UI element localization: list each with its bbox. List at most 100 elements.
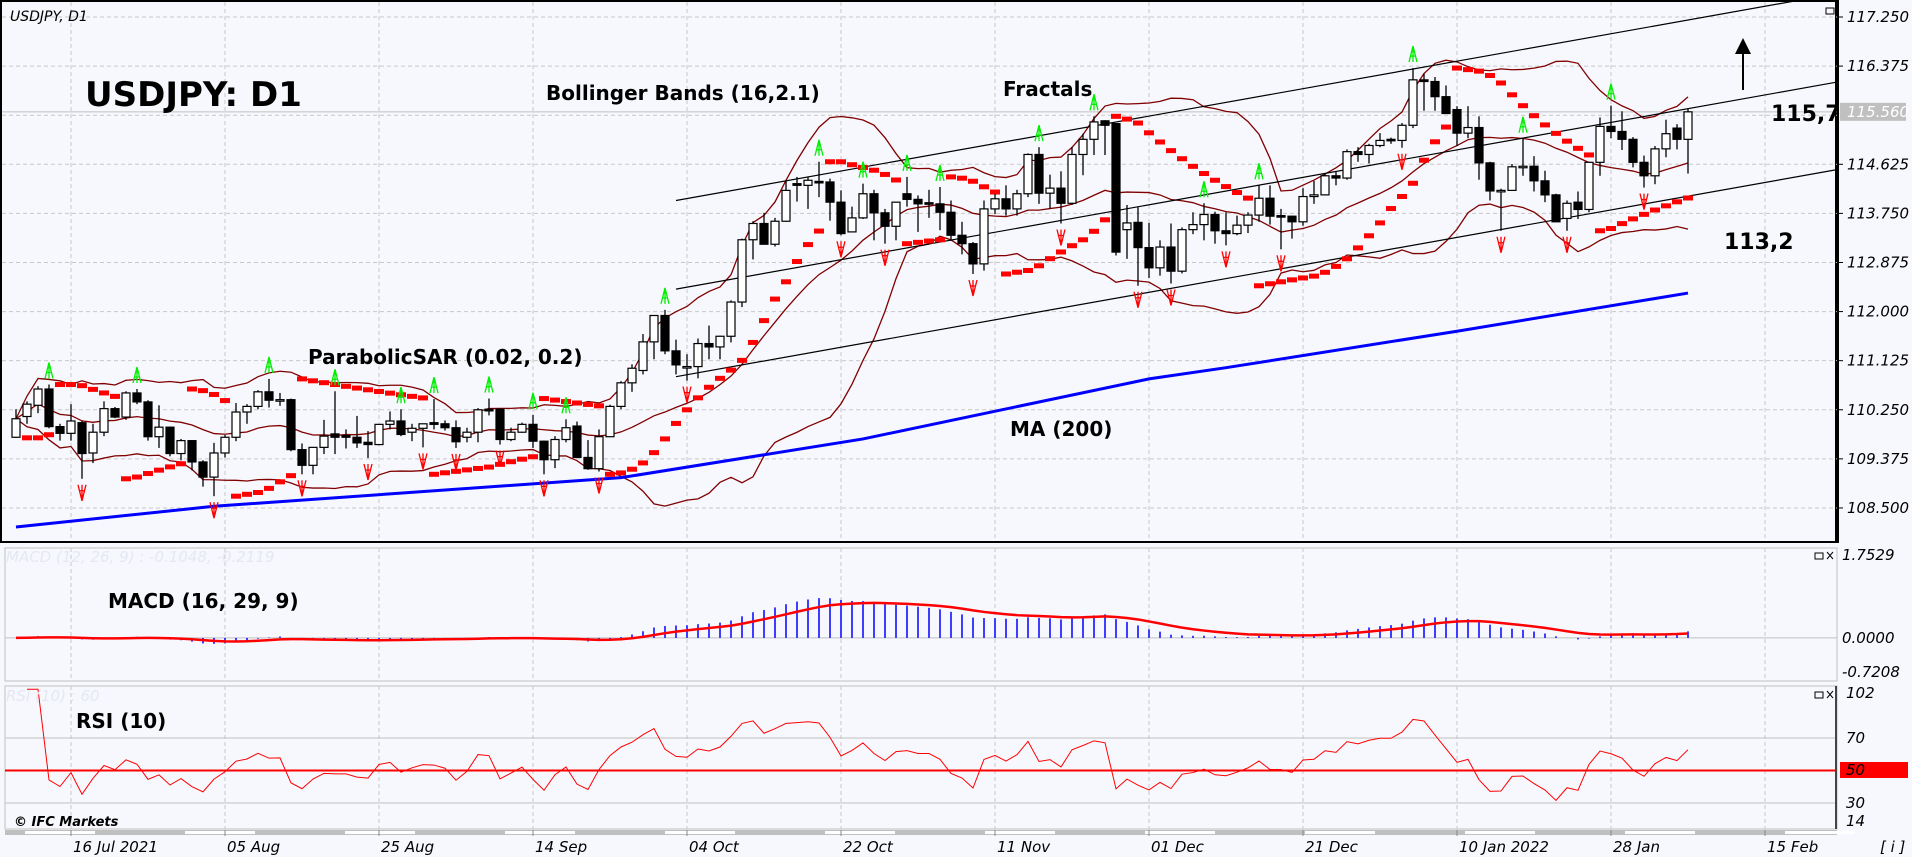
close-icon[interactable] xyxy=(1826,551,1834,560)
sar-dot xyxy=(1551,130,1561,136)
macd-panel[interactable] xyxy=(5,598,1837,644)
candle-down xyxy=(869,193,879,214)
rsi-tick-label: 14 xyxy=(1846,812,1865,830)
sar-dot xyxy=(1320,269,1330,275)
macd-tick-label: 0.0000 xyxy=(1842,629,1895,647)
rsi-window-controls[interactable] xyxy=(1814,690,1834,699)
date-tick-label: 05 Aug xyxy=(227,838,280,856)
candle-down xyxy=(935,203,945,213)
candle-up xyxy=(594,436,604,470)
close-icon[interactable] xyxy=(1826,690,1834,699)
time-scrollbar-segment xyxy=(1785,831,1855,834)
macd-header: MACD (12, 26, 9) : -0.1048, -0.2119 xyxy=(6,548,274,566)
sar-dot xyxy=(1452,65,1462,71)
fractal-down-icon xyxy=(1276,255,1286,272)
fractal-down-icon xyxy=(77,484,87,501)
candle-up xyxy=(99,408,109,433)
chart-heading: USDJPY: D1 xyxy=(85,75,302,115)
sar-dot xyxy=(440,470,450,476)
price-tick-label: 108.500 xyxy=(1847,499,1909,517)
price-panel[interactable] xyxy=(2,0,1838,529)
maximize-icon[interactable] xyxy=(1814,691,1824,699)
sar-dot xyxy=(1683,195,1693,201)
sar-dot xyxy=(1177,156,1187,162)
price-panel-frame xyxy=(0,0,1838,543)
sar-dot xyxy=(572,400,582,406)
fractal-down-icon xyxy=(418,453,428,470)
trend-channel-line xyxy=(675,81,1838,290)
candle-up xyxy=(979,208,989,265)
fractal-up-icon xyxy=(429,376,439,394)
candle-down xyxy=(968,243,978,265)
candle-up xyxy=(231,411,241,438)
sar-dot xyxy=(1540,122,1550,128)
rsi-panel[interactable] xyxy=(5,688,1835,804)
candle-down xyxy=(110,408,120,418)
sar-dot xyxy=(726,367,736,373)
candle-down xyxy=(1672,127,1682,140)
sar-dot xyxy=(297,376,307,382)
candle-down xyxy=(1287,215,1297,223)
candle-up xyxy=(847,217,857,233)
date-tick-label: 01 Dec xyxy=(1151,838,1205,856)
sar-dot xyxy=(121,476,131,482)
candle-up xyxy=(561,427,571,441)
time-scrollbar-segment xyxy=(185,831,255,834)
copyright: © IFC Markets xyxy=(14,815,119,830)
sar-dot xyxy=(1188,163,1198,169)
candle-down xyxy=(792,183,802,186)
target-up-label: 115,7 xyxy=(1771,102,1841,127)
time-scrollbar-segment xyxy=(825,831,895,834)
candle-up xyxy=(1298,195,1308,223)
sar-dot xyxy=(1210,177,1220,183)
sar-dot xyxy=(704,384,714,390)
candle-up xyxy=(121,392,131,418)
candle-up xyxy=(1595,125,1605,163)
sar-dot xyxy=(1133,120,1143,126)
candle-down xyxy=(924,202,934,205)
candle-up xyxy=(308,446,318,466)
sar-dot xyxy=(1254,283,1264,289)
sar-dot xyxy=(66,382,76,388)
sar-dot xyxy=(1298,275,1308,281)
time-scrollbar-segment xyxy=(1625,831,1695,834)
sar-dot xyxy=(1430,139,1440,145)
fractal-up-icon xyxy=(132,366,142,384)
candle-up xyxy=(616,382,626,408)
fractal-up-icon xyxy=(330,369,340,386)
sar-dot xyxy=(187,386,197,392)
date-tick-label: 28 Jan xyxy=(1613,838,1660,856)
sar-dot xyxy=(869,167,879,173)
fractal-down-icon xyxy=(539,480,549,497)
date-tick-label: 10 Jan 2022 xyxy=(1459,838,1549,856)
price-tick-label: 112.875 xyxy=(1847,253,1909,271)
fractal-up-icon xyxy=(1199,181,1209,198)
fractal-up-icon xyxy=(561,397,571,414)
candle-down xyxy=(671,350,681,366)
fractal-up-icon xyxy=(1254,163,1264,180)
sar-dot xyxy=(165,464,175,470)
candle-up xyxy=(1584,161,1594,211)
candle-up xyxy=(242,405,252,413)
main-maximize-icon[interactable] xyxy=(1825,7,1835,15)
sar-dot xyxy=(836,159,846,165)
info-button[interactable]: [ i ] xyxy=(1880,838,1906,856)
sar-dot xyxy=(1606,226,1616,232)
candle-up xyxy=(1364,144,1374,156)
sar-dot xyxy=(1441,124,1451,130)
sar-dot xyxy=(352,385,362,391)
rsi-label: RSI (10) xyxy=(76,709,166,733)
rsi-50-tag xyxy=(1840,762,1908,778)
maximize-icon[interactable] xyxy=(1814,552,1824,560)
candle-up xyxy=(803,179,813,186)
candle-down xyxy=(330,433,340,438)
candle-up xyxy=(781,189,791,222)
candle-down xyxy=(880,212,890,227)
candle-up xyxy=(748,222,758,241)
candle-down xyxy=(1474,126,1484,164)
fractal-down-icon xyxy=(1397,153,1407,170)
candle-up xyxy=(1408,79,1418,126)
macd-window-controls[interactable] xyxy=(1814,551,1834,560)
date-tick-label: 15 Feb xyxy=(1767,838,1818,856)
candle-down xyxy=(1166,246,1176,272)
